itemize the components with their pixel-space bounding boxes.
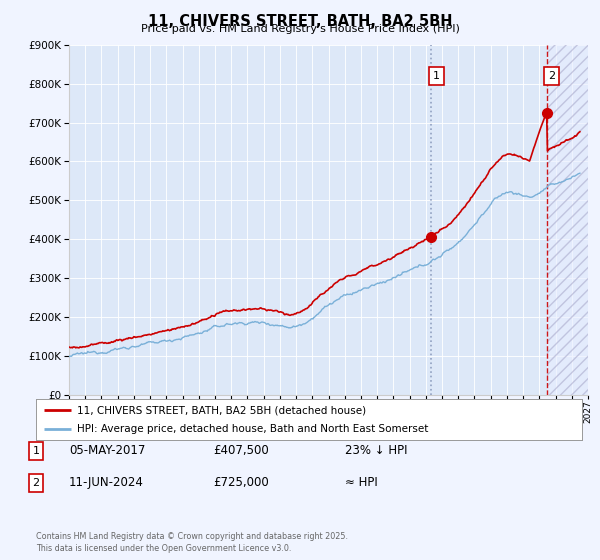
Text: 05-MAY-2017: 05-MAY-2017: [69, 444, 145, 458]
Text: 2: 2: [548, 71, 555, 81]
Bar: [547, 45, 588, 395]
Text: 1: 1: [32, 446, 40, 456]
Text: 2: 2: [32, 478, 40, 488]
Text: 11, CHIVERS STREET, BATH, BA2 5BH: 11, CHIVERS STREET, BATH, BA2 5BH: [148, 14, 452, 29]
Text: 1: 1: [433, 71, 440, 81]
Text: Contains HM Land Registry data © Crown copyright and database right 2025.
This d: Contains HM Land Registry data © Crown c…: [36, 533, 348, 553]
Text: 11-JUN-2024: 11-JUN-2024: [69, 476, 144, 489]
Text: £407,500: £407,500: [213, 444, 269, 458]
Text: Price paid vs. HM Land Registry's House Price Index (HPI): Price paid vs. HM Land Registry's House …: [140, 24, 460, 34]
Text: HPI: Average price, detached house, Bath and North East Somerset: HPI: Average price, detached house, Bath…: [77, 424, 428, 433]
Text: ≈ HPI: ≈ HPI: [345, 476, 378, 489]
Text: 23% ↓ HPI: 23% ↓ HPI: [345, 444, 407, 458]
Text: £725,000: £725,000: [213, 476, 269, 489]
Text: 11, CHIVERS STREET, BATH, BA2 5BH (detached house): 11, CHIVERS STREET, BATH, BA2 5BH (detac…: [77, 405, 366, 415]
